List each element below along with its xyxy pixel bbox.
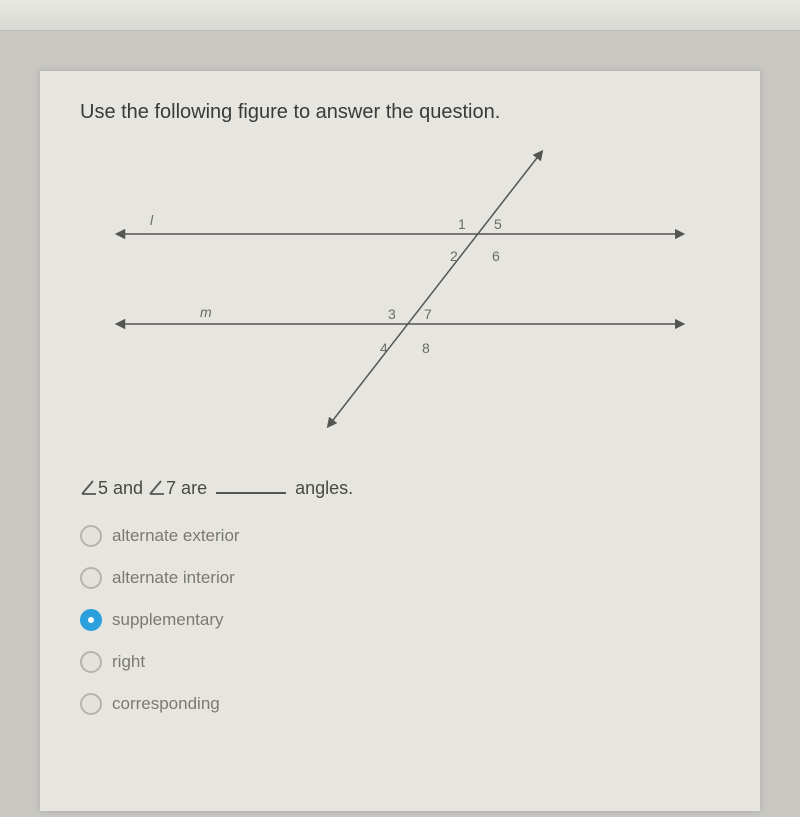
radio-icon bbox=[80, 651, 102, 673]
line-l-label: l bbox=[150, 212, 153, 228]
option-alternate-interior[interactable]: alternate interior bbox=[80, 567, 720, 589]
angle-label-1: 1 bbox=[458, 216, 466, 232]
question-pre: 5 and bbox=[98, 478, 148, 498]
question-prompt: Use the following figure to answer the q… bbox=[80, 101, 720, 124]
angle-label-7: 7 bbox=[424, 306, 432, 322]
angle-label-4: 4 bbox=[380, 340, 388, 356]
question-mid: 7 are bbox=[166, 478, 212, 498]
answer-options: alternate exterior alternate interior su… bbox=[80, 525, 720, 715]
angle-label-3: 3 bbox=[388, 306, 396, 322]
angle-icon bbox=[148, 478, 166, 501]
question-sentence: 5 and 7 are angles. bbox=[80, 474, 720, 501]
angle-label-5: 5 bbox=[494, 216, 502, 232]
option-label: supplementary bbox=[112, 610, 224, 630]
transversal-line bbox=[330, 154, 540, 424]
option-alternate-exterior[interactable]: alternate exterior bbox=[80, 525, 720, 547]
option-corresponding[interactable]: corresponding bbox=[80, 693, 720, 715]
angle-label-8: 8 bbox=[422, 340, 430, 356]
radio-icon bbox=[80, 693, 102, 715]
radio-icon bbox=[80, 525, 102, 547]
angle-icon bbox=[80, 478, 98, 501]
option-label: right bbox=[112, 652, 145, 672]
question-post: angles. bbox=[295, 478, 353, 498]
angle-label-2: 2 bbox=[450, 248, 458, 264]
line-m-label: m bbox=[200, 304, 212, 320]
figure-svg bbox=[80, 144, 700, 444]
option-right[interactable]: right bbox=[80, 651, 720, 673]
option-label: alternate exterior bbox=[112, 526, 240, 546]
radio-icon bbox=[80, 609, 102, 631]
option-supplementary[interactable]: supplementary bbox=[80, 609, 720, 631]
radio-icon bbox=[80, 567, 102, 589]
question-page: Use the following figure to answer the q… bbox=[40, 71, 760, 811]
top-toolbar bbox=[0, 0, 800, 31]
option-label: corresponding bbox=[112, 694, 220, 714]
option-label: alternate interior bbox=[112, 568, 235, 588]
geometry-figure: l m 1 5 2 6 3 7 4 8 bbox=[80, 144, 700, 444]
fill-blank bbox=[216, 474, 286, 494]
angle-label-6: 6 bbox=[492, 248, 500, 264]
